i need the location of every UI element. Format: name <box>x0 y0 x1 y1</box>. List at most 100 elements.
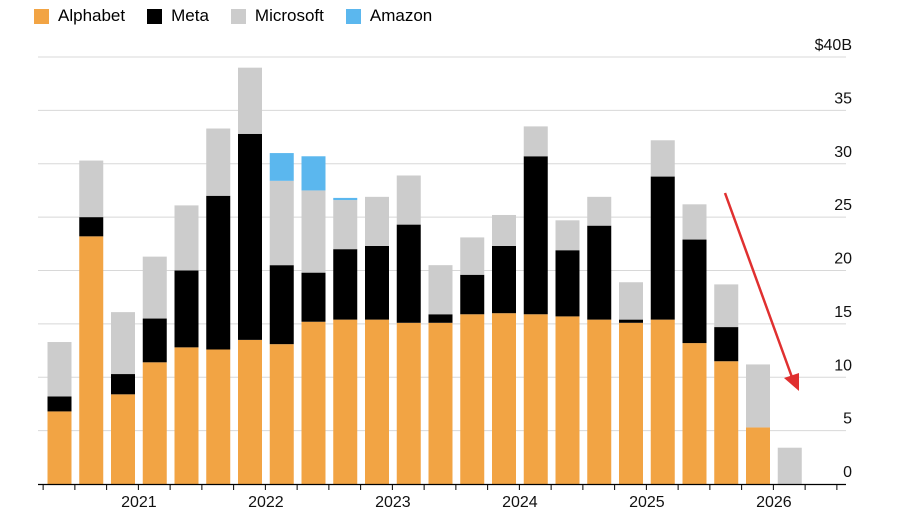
legend-swatch <box>147 8 163 24</box>
bar-segment-alphabet <box>650 319 675 484</box>
bar-segment-alphabet <box>396 322 421 484</box>
bar-segment-amazon <box>269 153 294 181</box>
bar-segment-meta <box>714 327 739 362</box>
x-tick-label: 2021 <box>121 494 157 510</box>
y-tick-label: 15 <box>834 304 852 321</box>
bar-segment-microsoft <box>142 256 167 319</box>
bar-segment-meta <box>333 249 358 320</box>
bar-segment-microsoft <box>206 128 231 196</box>
bar-segment-microsoft <box>523 126 548 157</box>
y-tick-label: 0 <box>843 464 852 481</box>
bar-segment-alphabet <box>714 361 739 484</box>
bar-segment-alphabet <box>428 322 453 484</box>
bar-segment-amazon <box>301 156 326 191</box>
bar-segment-meta <box>650 176 675 320</box>
bar-segment-alphabet <box>238 339 262 484</box>
bar-segment-meta <box>47 396 72 412</box>
legend-swatch <box>34 8 49 24</box>
legend-label: Meta <box>171 6 209 25</box>
bar-segment-meta <box>301 272 326 322</box>
y-tick-label: 5 <box>843 411 852 428</box>
bar-segment-microsoft <box>746 364 770 428</box>
bar-segment-alphabet <box>206 349 231 484</box>
bar-segment-meta <box>206 195 231 350</box>
bar-segment-microsoft <box>619 282 643 320</box>
bar-segment-alphabet <box>111 394 135 484</box>
legend-label: Amazon <box>369 6 433 25</box>
bar-segment-microsoft <box>396 175 421 225</box>
bar-segment-alphabet <box>746 427 770 484</box>
x-tick-label: 2022 <box>248 494 284 510</box>
y-tick-label: 25 <box>834 197 852 214</box>
bar-segment-alphabet <box>682 343 707 484</box>
bar-segment-alphabet <box>523 314 548 484</box>
y-tick-label: 35 <box>834 90 852 107</box>
y-tick-label: 30 <box>834 144 852 161</box>
trend-arrow-head <box>784 373 799 391</box>
legend-item-microsoft: Microsoft <box>230 6 324 26</box>
y-tick-label: 10 <box>834 357 852 374</box>
legend-label: Alphabet <box>58 6 126 25</box>
bar-segment-meta <box>396 224 421 323</box>
bar-segment-microsoft <box>238 67 262 134</box>
bar-segment-microsoft <box>650 140 675 177</box>
bar-segment-meta <box>79 217 104 237</box>
bar-segment-microsoft <box>269 180 294 266</box>
bar-segment-microsoft <box>714 284 739 328</box>
legend-swatch <box>230 8 246 24</box>
bar-segment-meta <box>460 274 485 315</box>
bar-segment-meta <box>555 250 580 317</box>
legend-label: Microsoft <box>254 6 324 25</box>
bar-segment-alphabet <box>619 322 643 484</box>
bar-segment-microsoft <box>111 312 135 375</box>
trend-arrow <box>723 192 799 391</box>
bar-segment-alphabet <box>555 316 580 484</box>
bar-segment-amazon <box>333 197 358 201</box>
legend: Alphabet Meta Microsoft Amazon <box>34 5 454 27</box>
bar-segment-alphabet <box>79 236 104 484</box>
bar-segment-alphabet <box>587 319 612 484</box>
bar-segment-meta <box>238 133 262 340</box>
bar-segment-alphabet <box>174 347 199 484</box>
bar-segment-alphabet <box>460 314 485 484</box>
bar-segment-microsoft <box>492 214 516 246</box>
bar-segment-microsoft <box>428 265 453 315</box>
bar-segment-microsoft <box>365 196 389 246</box>
x-tick-label: 2026 <box>756 494 792 510</box>
bar-segment-meta <box>111 374 135 395</box>
bar-segment-meta <box>174 270 199 348</box>
bar-segment-alphabet <box>47 411 72 484</box>
bar-segment-alphabet <box>492 313 516 484</box>
bar-segment-meta <box>523 156 548 315</box>
bar-segment-microsoft <box>777 447 802 484</box>
bar-segment-microsoft <box>587 196 612 226</box>
bar-segment-microsoft <box>47 342 72 397</box>
trend-arrow-shaft <box>723 192 795 381</box>
bar-segment-microsoft <box>79 160 104 218</box>
bar-segment-meta <box>428 314 453 323</box>
bar-segment-alphabet <box>142 362 167 484</box>
bar-segment-microsoft <box>682 204 707 240</box>
y-tick-label: $40B <box>815 37 852 54</box>
bar-segment-alphabet <box>365 319 389 484</box>
legend-item-amazon: Amazon <box>345 6 433 26</box>
x-tick-label: 2025 <box>629 494 665 510</box>
legend-item-alphabet: Alphabet <box>34 6 125 26</box>
bar-segment-alphabet <box>333 319 358 484</box>
x-tick-label: 2024 <box>502 494 538 510</box>
bar-segment-meta <box>587 225 612 320</box>
bar-segment-meta <box>365 245 389 320</box>
bar-segment-alphabet <box>301 321 326 484</box>
legend-swatch <box>345 8 361 24</box>
bar-segment-microsoft <box>555 220 580 251</box>
bar-segment-microsoft <box>460 237 485 275</box>
bar-segment-meta <box>142 318 167 363</box>
bar-segment-meta <box>492 245 516 314</box>
bar-segment-meta <box>269 265 294 345</box>
bar-segment-alphabet <box>269 344 294 484</box>
bar-segment-microsoft <box>301 190 326 273</box>
bar-segment-meta <box>619 319 643 323</box>
bar-segment-microsoft <box>333 200 358 250</box>
y-tick-label: 20 <box>834 251 852 268</box>
